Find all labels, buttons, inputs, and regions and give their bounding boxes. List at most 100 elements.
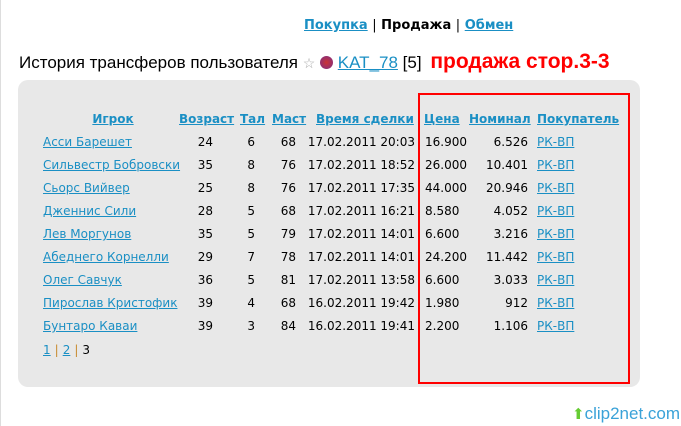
header-talent[interactable]: Тал [240,112,266,126]
logo-text: clip2net.com [584,404,681,423]
header-deal-time[interactable]: Время сделки [316,112,414,126]
tab-sale: Продажа [381,18,452,33]
cell-skill: 84 [280,319,296,333]
cell-age: 25 [197,181,213,195]
user-level: [5] [402,53,422,72]
cell-deal-time: 16.02.2011 19:41 [307,319,415,333]
upload-arrow-icon: ⬆ [572,406,585,423]
cell-age: 28 [197,204,213,218]
transfers-panel [18,80,640,387]
cell-price: 24.200 [425,250,467,264]
clip2net-logo: ⬆clip2net.com [572,404,680,424]
header-price[interactable]: Цена [424,112,460,126]
cell-player[interactable]: Сильвестр Бобровски [43,158,181,172]
cell-player[interactable]: Бунтаро Каваи [43,319,138,333]
cell-skill: 78 [280,250,296,264]
page-1[interactable]: 1 [43,343,51,357]
cell-buyer[interactable]: РК-ВП [537,250,575,264]
header-nominal[interactable]: Номинал [469,112,531,126]
cell-buyer[interactable]: РК-ВП [537,319,575,333]
cell-deal-time: 17.02.2011 13:58 [307,273,415,287]
cell-talent: 8 [247,158,255,172]
tab-purchase[interactable]: Покупка [304,18,368,33]
cell-nominal: 6.526 [493,135,528,149]
cell-deal-time: 16.02.2011 19:42 [307,296,415,310]
cell-buyer[interactable]: РК-ВП [537,204,575,218]
cell-talent: 5 [247,227,255,241]
cell-talent: 5 [247,273,255,287]
russia-emblem-icon [320,56,334,69]
cell-price: 6.600 [425,227,460,241]
cell-deal-time: 17.02.2011 14:01 [307,250,415,264]
cell-nominal: 1.106 [493,319,528,333]
header-player[interactable]: Игрок [92,112,134,126]
cell-player[interactable]: Асси Барешет [43,135,132,149]
cell-age: 35 [197,227,213,241]
header-age[interactable]: Возраст [179,112,235,126]
cell-price: 1.980 [425,296,460,310]
cell-price: 2.200 [425,319,460,333]
cell-deal-time: 17.02.2011 14:01 [307,227,415,241]
cell-buyer[interactable]: РК-ВП [537,181,575,195]
cell-nominal: 3.216 [493,227,528,241]
separator: | [372,18,377,33]
cell-buyer[interactable]: РК-ВП [537,273,575,287]
cell-age: 36 [197,273,213,287]
cell-age: 24 [197,135,213,149]
cell-nominal: 11.442 [486,250,528,264]
pagination: 1 | 2 | 3 [43,343,91,357]
title-text: История трансферов пользователя [19,53,298,72]
cell-price: 6.600 [425,273,460,287]
cell-skill: 68 [280,204,296,218]
page-title: История трансферов пользователя ☆ KAT_78… [19,50,610,74]
header-buyer[interactable]: Покупатель [537,112,620,126]
cell-skill: 81 [280,273,296,287]
cell-price: 26.000 [425,158,467,172]
cell-deal-time: 17.02.2011 16:21 [307,204,415,218]
cell-skill: 68 [280,135,296,149]
cell-nominal: 20.946 [486,181,528,195]
cell-price: 44.000 [425,181,467,195]
cell-buyer[interactable]: РК-ВП [537,296,575,310]
cell-talent: 7 [247,250,255,264]
cell-talent: 4 [247,296,255,310]
cell-deal-time: 17.02.2011 18:52 [307,158,415,172]
page-2[interactable]: 2 [62,343,71,357]
window-edge [0,0,1,426]
nav-tabs: Покупка | Продажа | Обмен [304,18,513,33]
annotation-text: продажа стор.3-3 [430,50,610,73]
cell-talent: 8 [247,181,255,195]
cell-nominal: 10.401 [486,158,528,172]
cell-age: 39 [197,319,213,333]
cell-age: 29 [197,250,213,264]
cell-player[interactable]: Дженнис Сили [43,204,137,218]
cell-buyer[interactable]: РК-ВП [537,135,575,149]
cell-nominal: 3.033 [493,273,528,287]
cell-buyer[interactable]: РК-ВП [537,158,575,172]
cell-player[interactable]: Абеднего Корнелли [43,250,169,264]
cell-nominal: 4.052 [493,204,528,218]
star-icon: ☆ [302,55,316,71]
cell-skill: 68 [280,296,296,310]
cell-talent: 3 [247,319,255,333]
cell-age: 39 [197,296,213,310]
tab-exchange[interactable]: Обмен [464,18,514,33]
cell-price: 8.580 [425,204,460,218]
header-skill[interactable]: Маст [272,112,307,126]
cell-nominal: 912 [505,296,528,310]
cell-price: 16.900 [425,135,467,149]
cell-player[interactable]: Сьорс Вийвер [43,181,130,195]
cell-skill: 76 [280,158,296,172]
cell-skill: 79 [280,227,296,241]
page-current: 3 [82,343,91,357]
cell-player[interactable]: Лев Моргунов [43,227,132,241]
user-link[interactable]: KAT_78 [337,53,398,72]
cell-age: 35 [197,158,213,172]
cell-skill: 76 [280,181,296,195]
cell-deal-time: 17.02.2011 20:03 [307,135,415,149]
cell-buyer[interactable]: РК-ВП [537,227,575,241]
cell-player[interactable]: Пирослав Кристофик [43,296,178,310]
cell-player[interactable]: Олег Савчук [43,273,122,287]
highlight-box [418,93,630,384]
separator: | [455,18,461,33]
